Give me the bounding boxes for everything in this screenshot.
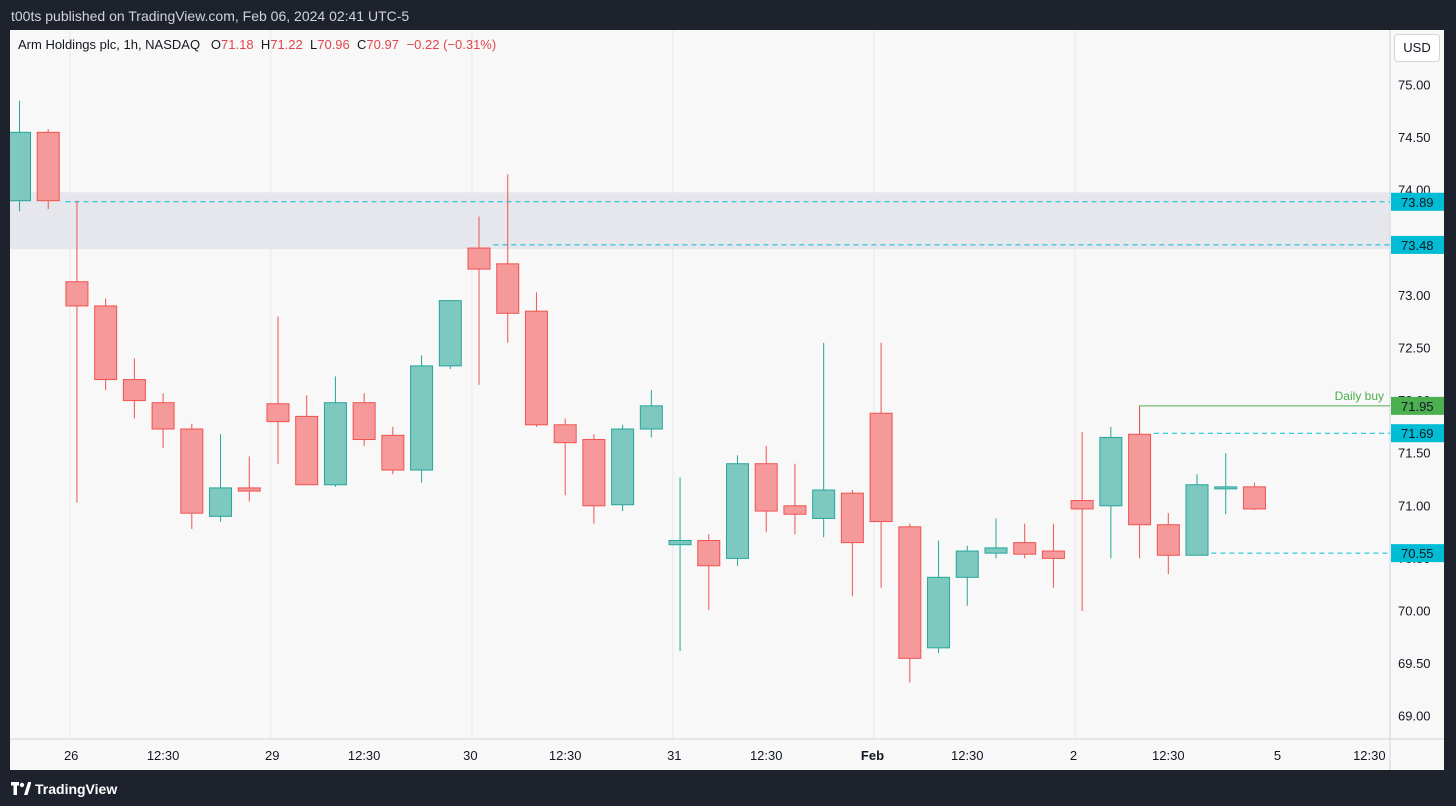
candle-body bbox=[438, 300, 462, 367]
brand-name: TradingView bbox=[35, 781, 118, 797]
candle-body bbox=[151, 402, 175, 430]
candle-body bbox=[1070, 500, 1094, 510]
candle-body bbox=[237, 487, 261, 492]
candle-body bbox=[323, 402, 347, 486]
candle-body bbox=[582, 439, 606, 507]
resistance-zone bbox=[10, 192, 1390, 250]
price-tag-label: 73.89 bbox=[1401, 195, 1434, 210]
x-tick-label: 12:30 bbox=[750, 748, 783, 763]
y-tick-label: 71.50 bbox=[1398, 446, 1431, 461]
candle-body bbox=[352, 402, 376, 441]
price-tag-label: 73.48 bbox=[1401, 238, 1434, 253]
bottom-bar: TradingView bbox=[0, 770, 1456, 806]
publish-info: t00ts published on TradingView.com, Feb … bbox=[11, 8, 410, 24]
candle-body bbox=[869, 412, 893, 523]
x-tick-label: 12:30 bbox=[147, 748, 180, 763]
x-tick-label: 12:30 bbox=[1353, 748, 1386, 763]
currency-button[interactable]: USD bbox=[1394, 34, 1440, 62]
candle-body bbox=[122, 379, 146, 402]
close-value: 70.97 bbox=[366, 37, 399, 52]
y-tick-label: 71.00 bbox=[1398, 498, 1431, 513]
price-tag-label: 71.95 bbox=[1401, 399, 1434, 414]
x-tick-label: 12:30 bbox=[951, 748, 984, 763]
candle-body bbox=[467, 247, 491, 270]
symbol-name: Arm Holdings plc, 1h, NASDAQ bbox=[18, 37, 201, 52]
price-tag-label: 70.55 bbox=[1401, 546, 1434, 561]
price-tag bbox=[1391, 544, 1444, 563]
candle-body bbox=[812, 489, 836, 519]
candle-body bbox=[209, 487, 233, 517]
candle-body bbox=[524, 310, 548, 426]
y-tick-label: 73.00 bbox=[1398, 288, 1431, 303]
tradingview-logo-icon bbox=[11, 782, 31, 795]
candle-body bbox=[1185, 484, 1209, 556]
high-label: H bbox=[260, 37, 271, 52]
change-value: −0.22 (−0.31%) bbox=[406, 37, 497, 52]
y-tick-label: 69.50 bbox=[1398, 656, 1431, 671]
candle-body bbox=[1128, 433, 1152, 526]
x-tick-label: 2 bbox=[1070, 748, 1077, 763]
price-tag-label: 71.69 bbox=[1401, 426, 1434, 441]
candle-body bbox=[295, 415, 319, 486]
x-tick-label: 5 bbox=[1274, 748, 1281, 763]
y-tick-label: 75.00 bbox=[1398, 78, 1431, 93]
candle-body bbox=[10, 131, 31, 202]
x-tick-label: 29 bbox=[265, 748, 279, 763]
low-value: 70.96 bbox=[317, 37, 350, 52]
candlestick-chart[interactable]: 69.0069.5070.0070.5071.0071.5072.0072.50… bbox=[10, 30, 1444, 770]
price-tag bbox=[1391, 396, 1444, 415]
candle-body bbox=[639, 405, 663, 430]
candle-body bbox=[1242, 486, 1266, 510]
candle-body bbox=[410, 365, 434, 471]
candle-body bbox=[697, 540, 721, 567]
x-tick-label: 12:30 bbox=[348, 748, 381, 763]
y-tick-label: 74.50 bbox=[1398, 130, 1431, 145]
price-tag bbox=[1391, 424, 1444, 443]
candle-body bbox=[754, 463, 778, 512]
candle-body bbox=[381, 434, 405, 471]
candle-body bbox=[553, 424, 577, 444]
candle-body bbox=[898, 526, 922, 659]
open-value: 71.18 bbox=[221, 37, 254, 52]
candle-body bbox=[1099, 436, 1123, 507]
price-tag bbox=[1391, 235, 1444, 254]
low-label: L bbox=[310, 37, 318, 52]
candle-body bbox=[496, 263, 520, 314]
close-label: C bbox=[357, 37, 367, 52]
high-value: 71.22 bbox=[270, 37, 303, 52]
candle-body bbox=[65, 281, 89, 307]
x-tick-label: Feb bbox=[861, 748, 884, 763]
candle-body bbox=[668, 540, 692, 546]
x-tick-label: 12:30 bbox=[1152, 748, 1185, 763]
candle-body bbox=[927, 576, 951, 649]
candle-body bbox=[266, 403, 290, 423]
candle-body bbox=[36, 131, 60, 202]
candle-body bbox=[180, 428, 204, 514]
open-label: O bbox=[210, 37, 222, 52]
daily-buy-label: Daily buy bbox=[1335, 389, 1384, 403]
candle-body bbox=[840, 492, 864, 544]
candle-body bbox=[1214, 486, 1238, 490]
price-tag bbox=[1391, 192, 1444, 211]
candle-body bbox=[1156, 524, 1180, 556]
top-bar: t00ts published on TradingView.com, Feb … bbox=[0, 0, 1456, 30]
candle-body bbox=[94, 305, 118, 381]
candle-body bbox=[984, 547, 1008, 554]
x-tick-label: 12:30 bbox=[549, 748, 582, 763]
candle-body bbox=[1041, 550, 1065, 559]
x-tick-label: 31 bbox=[667, 748, 681, 763]
candle-body bbox=[955, 550, 979, 578]
y-tick-label: 70.00 bbox=[1398, 604, 1431, 619]
symbol-legend: Arm Holdings plc, 1h, NASDAQ O71.18 H71.… bbox=[18, 37, 496, 52]
x-tick-label: 30 bbox=[463, 748, 477, 763]
plot-area bbox=[10, 30, 1390, 739]
x-tick-label: 26 bbox=[64, 748, 78, 763]
y-tick-label: 69.00 bbox=[1398, 709, 1431, 724]
candle-body bbox=[726, 463, 749, 559]
chart-frame[interactable]: 69.0069.5070.0070.5071.0071.5072.0072.50… bbox=[10, 30, 1444, 770]
candle-body bbox=[611, 428, 635, 506]
candle-body bbox=[783, 505, 807, 515]
candle-body bbox=[1013, 542, 1037, 555]
y-tick-label: 72.50 bbox=[1398, 341, 1431, 356]
